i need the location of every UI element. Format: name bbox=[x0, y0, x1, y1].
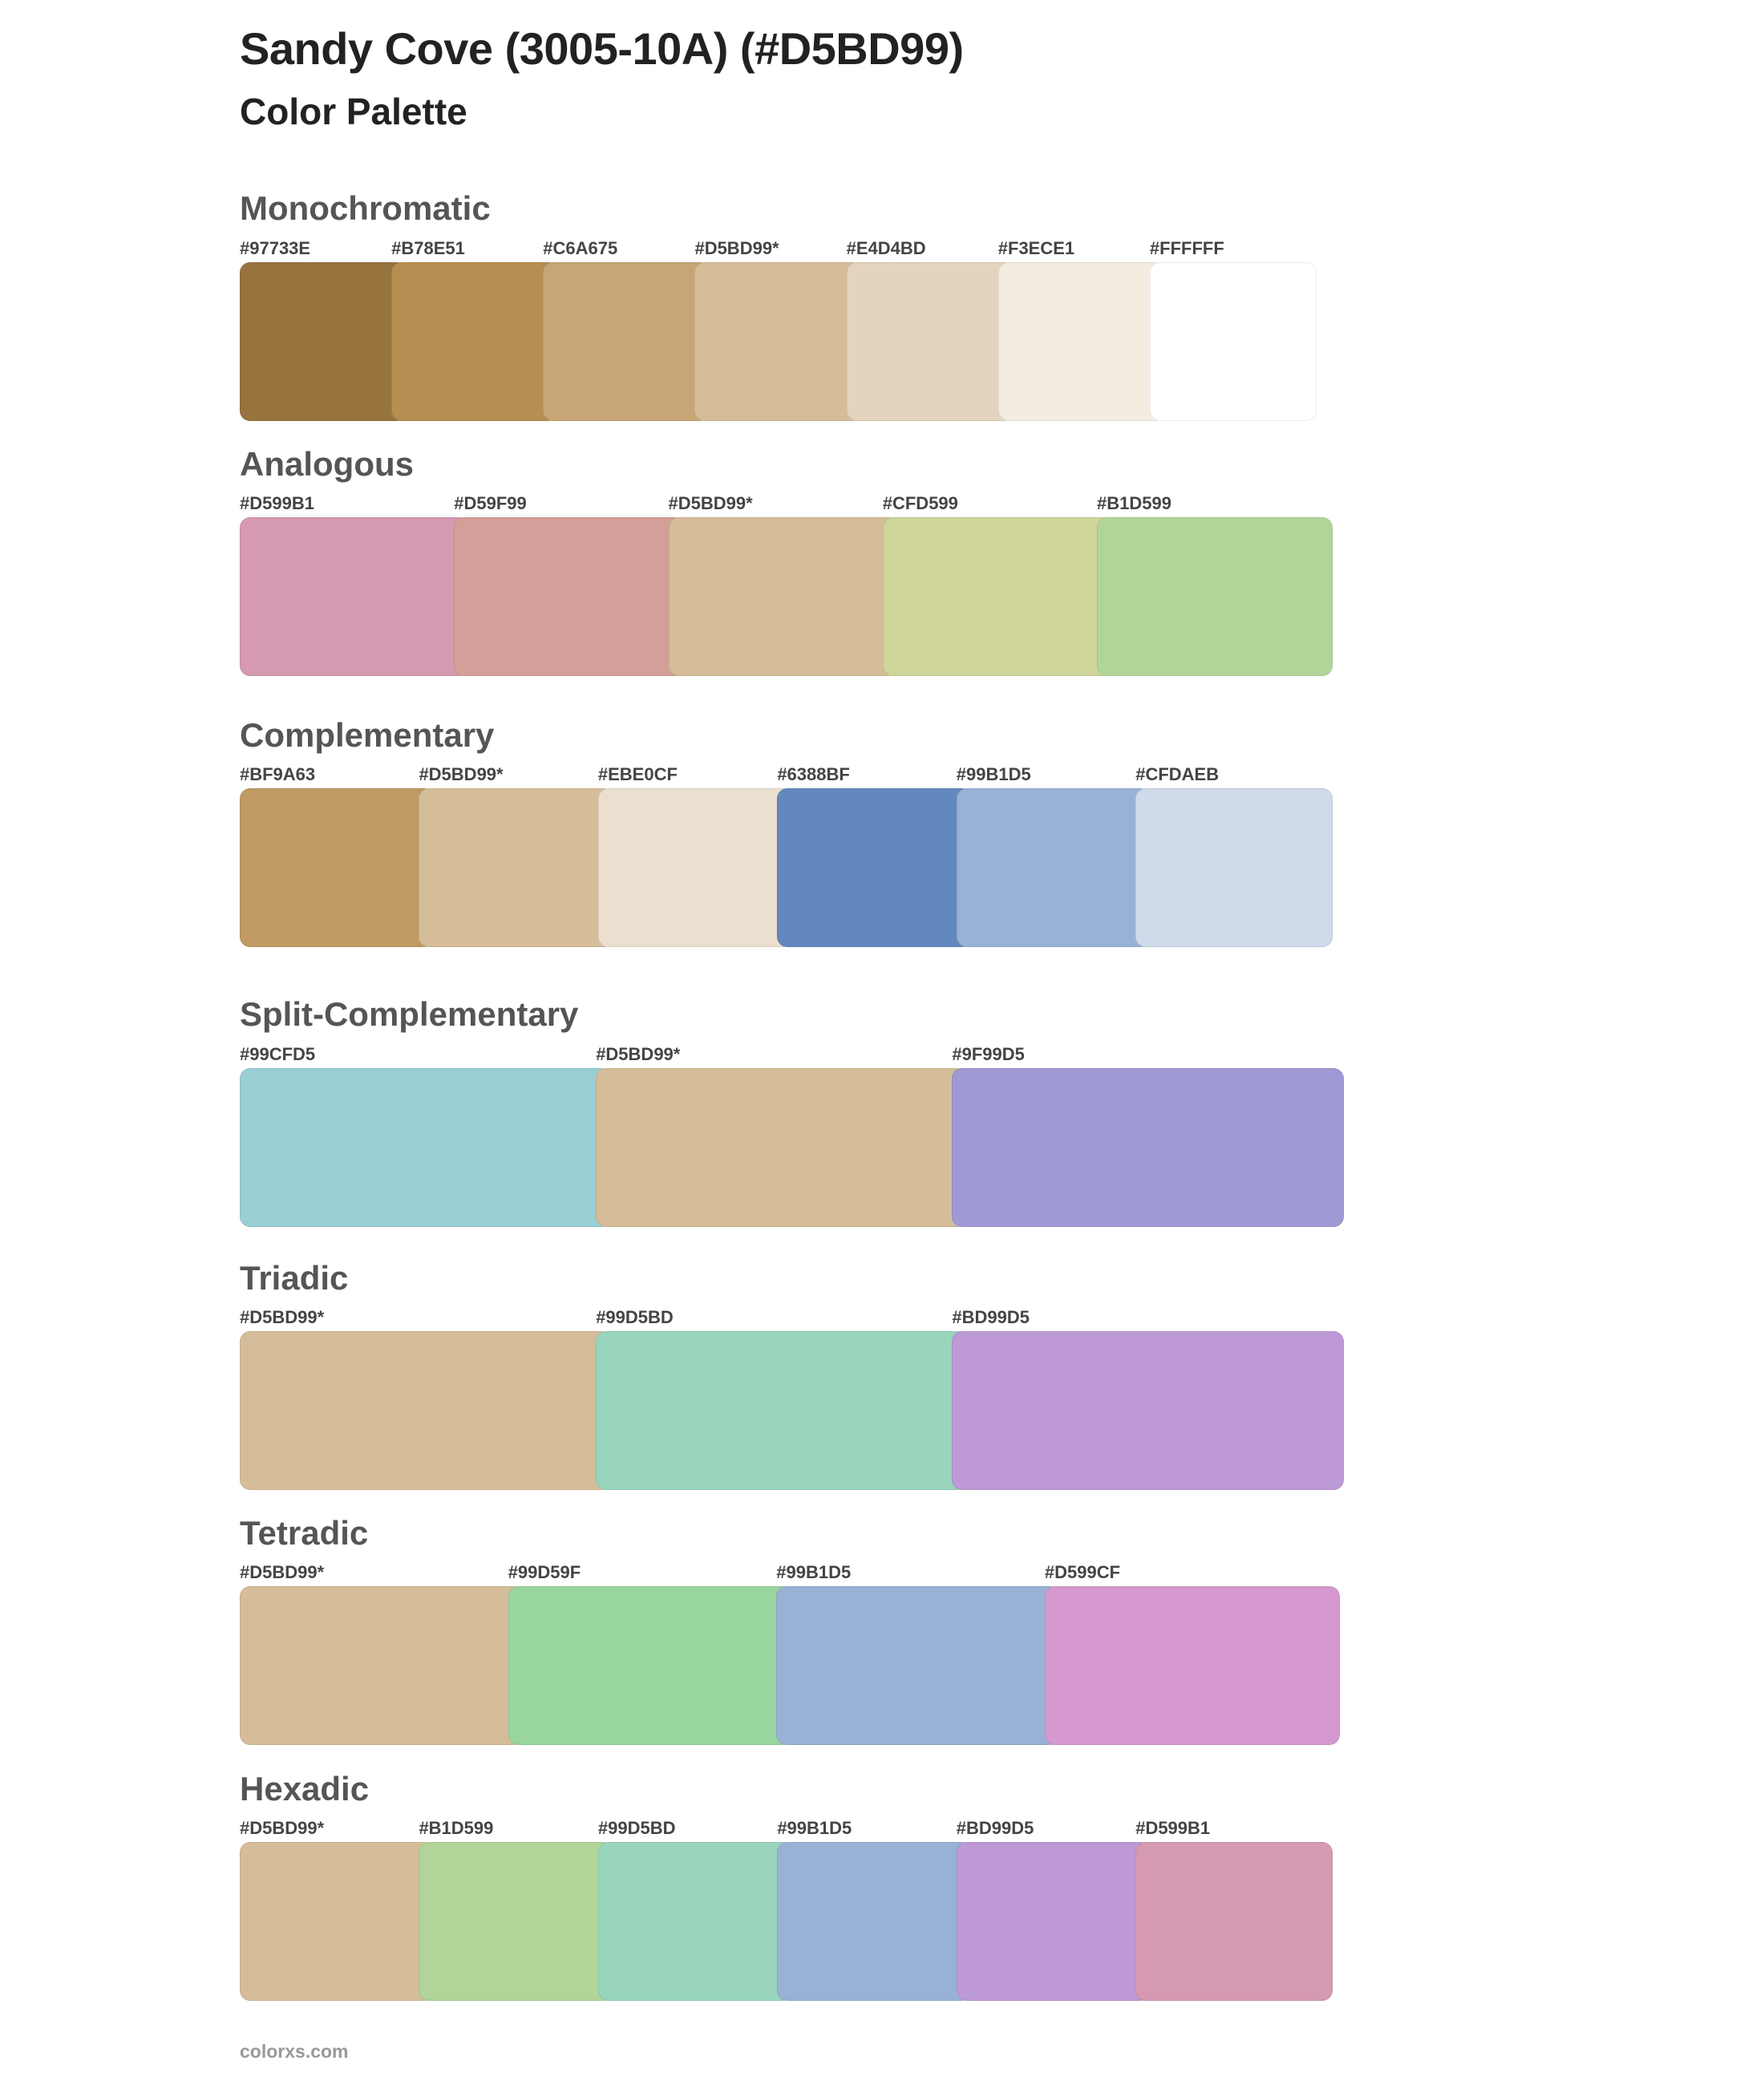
section-heading: Split-Complementary bbox=[240, 995, 579, 1033]
color-swatch[interactable] bbox=[240, 517, 471, 676]
swatch-label: #99B1D5 bbox=[777, 1818, 852, 1838]
swatch-label: #BD99D5 bbox=[952, 1307, 1030, 1327]
swatch-label: #C6A675 bbox=[543, 238, 618, 258]
color-swatch[interactable] bbox=[240, 1068, 613, 1227]
color-swatch[interactable] bbox=[956, 1842, 1152, 2001]
color-swatch[interactable] bbox=[454, 517, 685, 676]
color-swatch[interactable] bbox=[952, 1068, 1344, 1227]
swatch-label: #99B1D5 bbox=[956, 764, 1031, 784]
swatch-label: #CFD599 bbox=[882, 493, 958, 513]
swatch-label: #99D59F bbox=[508, 1562, 581, 1582]
swatch-label: #D5BD99* bbox=[240, 1818, 325, 1838]
color-swatch[interactable] bbox=[597, 788, 794, 947]
swatch-label: #9F99D5 bbox=[952, 1044, 1025, 1064]
section-heading: Triadic bbox=[240, 1259, 349, 1297]
color-swatch[interactable] bbox=[596, 1331, 969, 1490]
page-title: Sandy Cove (3005-10A) (#D5BD99) bbox=[240, 23, 964, 74]
section-heading: Analogous bbox=[240, 445, 414, 483]
color-swatch[interactable] bbox=[240, 1842, 435, 2001]
color-swatch[interactable] bbox=[391, 262, 560, 421]
section-heading: Tetradic bbox=[240, 1514, 369, 1552]
swatch-label: #B1D599 bbox=[419, 1818, 494, 1838]
page-subtitle: Color Palette bbox=[240, 91, 467, 132]
swatch-label: #99B1D5 bbox=[776, 1562, 852, 1582]
footer-site-link[interactable]: colorxs.com bbox=[240, 2041, 349, 2062]
swatch-label: #FFFFFF bbox=[1149, 238, 1224, 258]
swatch-label: #99D5BD bbox=[596, 1307, 674, 1327]
swatch-label: #E4D4BD bbox=[846, 238, 926, 258]
color-swatch[interactable] bbox=[240, 1586, 524, 1745]
color-swatch[interactable] bbox=[956, 788, 1152, 947]
swatch-label: #B78E51 bbox=[391, 238, 465, 258]
color-swatch[interactable] bbox=[777, 788, 973, 947]
color-swatch[interactable] bbox=[952, 1331, 1344, 1490]
swatch-label: #D599B1 bbox=[240, 493, 314, 513]
color-swatch[interactable] bbox=[694, 262, 863, 421]
swatch-label: #D5BD99* bbox=[668, 493, 753, 513]
color-swatch[interactable] bbox=[543, 262, 711, 421]
color-swatch[interactable] bbox=[997, 262, 1166, 421]
swatch-label: #F3ECE1 bbox=[997, 238, 1075, 258]
swatch-label: #99CFD5 bbox=[240, 1044, 316, 1064]
color-swatch[interactable] bbox=[668, 517, 899, 676]
color-swatch[interactable] bbox=[1044, 1586, 1340, 1745]
color-swatch[interactable] bbox=[1135, 788, 1333, 947]
color-swatch[interactable] bbox=[508, 1586, 793, 1745]
swatch-label: #EBE0CF bbox=[597, 764, 678, 784]
color-swatch[interactable] bbox=[240, 1331, 613, 1490]
swatch-label: #B1D599 bbox=[1097, 493, 1171, 513]
swatch-label: #97733E bbox=[240, 238, 311, 258]
color-swatch[interactable] bbox=[1097, 517, 1333, 676]
section-heading: Monochromatic bbox=[240, 189, 491, 227]
swatch-label: #D5BD99* bbox=[240, 1562, 325, 1582]
swatch-label: #D5BD99* bbox=[419, 764, 504, 784]
swatch-label: #D5BD99* bbox=[240, 1307, 325, 1327]
section-heading: Hexadic bbox=[240, 1770, 370, 1808]
swatch-label: #D5BD99* bbox=[596, 1044, 681, 1064]
color-swatch[interactable] bbox=[1149, 262, 1317, 421]
color-swatch[interactable] bbox=[846, 262, 1014, 421]
color-swatch[interactable] bbox=[419, 788, 614, 947]
color-swatch[interactable] bbox=[597, 1842, 794, 2001]
swatch-label: #6388BF bbox=[777, 764, 850, 784]
color-swatch[interactable] bbox=[596, 1068, 969, 1227]
swatch-label: #D5BD99* bbox=[694, 238, 779, 258]
swatch-label: #99D5BD bbox=[597, 1818, 676, 1838]
swatch-label: #CFDAEB bbox=[1135, 764, 1220, 784]
swatch-label: #BD99D5 bbox=[956, 1818, 1034, 1838]
color-swatch[interactable] bbox=[419, 1842, 614, 2001]
color-swatch[interactable] bbox=[240, 788, 435, 947]
swatch-label: #BF9A63 bbox=[240, 764, 316, 784]
color-swatch[interactable] bbox=[882, 517, 1113, 676]
swatch-label: #D599B1 bbox=[1135, 1818, 1211, 1838]
color-swatch[interactable] bbox=[1135, 1842, 1333, 2001]
color-swatch[interactable] bbox=[776, 1586, 1061, 1745]
color-swatch[interactable] bbox=[777, 1842, 973, 2001]
swatch-label: #D599CF bbox=[1044, 1562, 1121, 1582]
swatch-label: #D59F99 bbox=[454, 493, 527, 513]
color-swatch[interactable] bbox=[240, 262, 408, 421]
section-heading: Complementary bbox=[240, 716, 495, 754]
